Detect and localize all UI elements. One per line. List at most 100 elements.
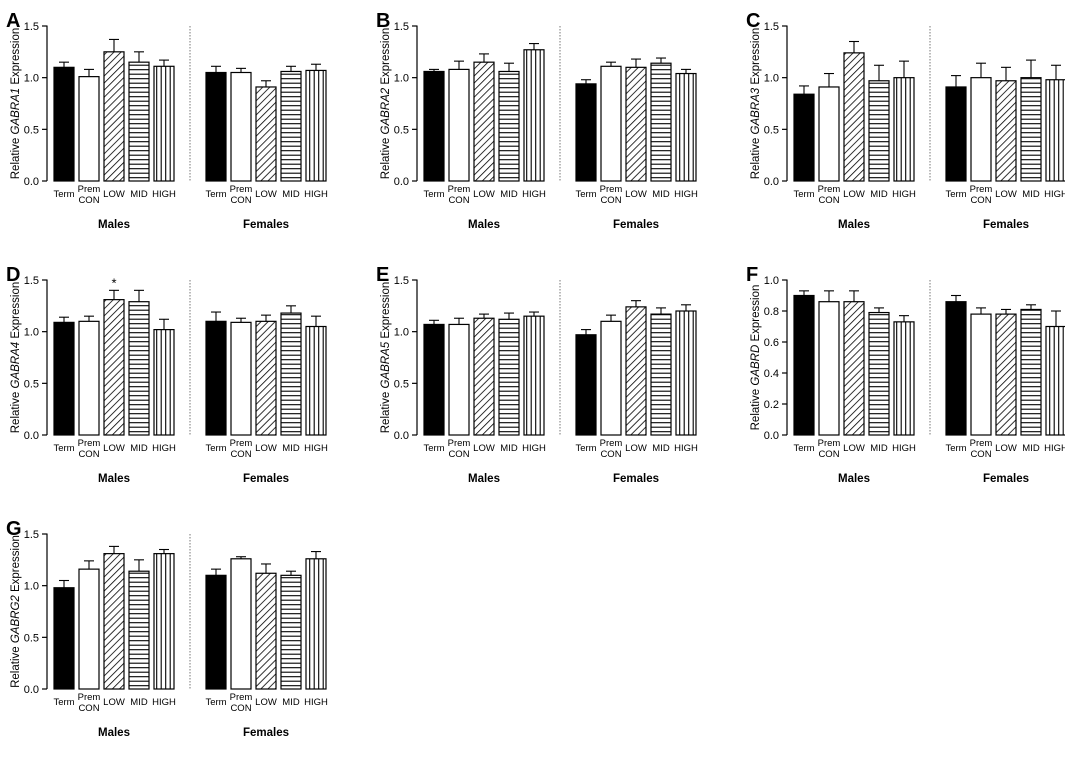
y-tick-label: 0.5	[24, 124, 39, 136]
bar	[255, 572, 277, 690]
bar	[448, 323, 470, 436]
bar	[230, 321, 252, 436]
bar	[575, 83, 597, 182]
x-tick-label: Term	[205, 697, 226, 708]
panel-letter: B	[376, 10, 391, 32]
group-label: Females	[983, 473, 1029, 485]
bar	[523, 315, 545, 436]
x-tick-label: MID	[500, 443, 518, 454]
x-tick-label: Term	[53, 189, 74, 200]
bar	[625, 66, 647, 182]
x-tick-label: Prem CON	[78, 438, 101, 460]
bar	[230, 71, 252, 182]
x-tick-label-line: CON	[448, 449, 469, 460]
x-tick-label: Term	[793, 443, 814, 454]
x-tick-label: HIGH	[674, 443, 698, 454]
bar	[1045, 325, 1065, 436]
group-label: Females	[613, 473, 659, 485]
x-tick-label: Prem CON	[78, 184, 101, 206]
bar	[868, 80, 890, 182]
x-tick-label: Prem CON	[600, 184, 623, 206]
y-axis-title: Relative GABRA2 Expression	[380, 28, 392, 180]
y-tick-label: 1.5	[24, 529, 39, 541]
x-tick-label: HIGH	[152, 697, 176, 708]
x-tick-label: Prem CON	[230, 692, 253, 714]
x-tick-label-line: CON	[230, 195, 251, 206]
bar	[280, 70, 302, 182]
panel-letter: F	[746, 264, 759, 286]
x-tick-label: HIGH	[304, 189, 328, 200]
x-tick-label: HIGH	[304, 443, 328, 454]
x-tick-label: Prem CON	[600, 438, 623, 460]
x-tick-label: Prem CON	[448, 184, 471, 206]
group-label: Males	[98, 727, 130, 739]
bar	[205, 320, 227, 436]
bar	[498, 318, 520, 436]
y-tick-label: 0.0	[24, 684, 39, 696]
y-axis-title: Relative GABRA4 Expression	[10, 282, 22, 434]
bar	[893, 77, 915, 182]
y-tick-label: 0.0	[394, 430, 409, 442]
y-axis-title-prefix: Relative	[10, 135, 22, 180]
x-tick-label: MID	[130, 189, 148, 200]
y-tick-label: 1.0	[24, 327, 39, 339]
bar	[103, 51, 125, 182]
bar	[818, 86, 840, 182]
x-tick-label: MID	[282, 189, 300, 200]
x-tick-label: MID	[282, 697, 300, 708]
bar	[793, 93, 815, 182]
x-tick-label: Prem CON	[230, 184, 253, 206]
bar	[868, 311, 890, 436]
bar	[1045, 79, 1065, 182]
y-axis-title: Relative GABRA1 Expression	[10, 28, 22, 180]
panel-letter: C	[746, 10, 761, 32]
bar	[970, 77, 992, 182]
bar	[53, 587, 75, 690]
bar	[843, 52, 865, 182]
bar	[255, 320, 277, 436]
bar	[230, 558, 252, 690]
x-tick-label: HIGH	[522, 443, 546, 454]
x-tick-label: MID	[870, 443, 888, 454]
bar	[793, 294, 815, 436]
bar	[448, 68, 470, 182]
x-tick-label-line: CON	[230, 703, 251, 714]
bar	[945, 301, 967, 436]
x-tick-label: HIGH	[1044, 443, 1065, 454]
x-tick-label: Term	[793, 189, 814, 200]
group-label: Males	[838, 219, 870, 231]
x-tick-label-line: Prem	[970, 184, 993, 195]
x-tick-label-line: Prem	[78, 692, 101, 703]
bar	[78, 568, 100, 690]
figure: A 0.0 0.5 1.0 1.5 Relative GABRA1 Expression…	[6, 10, 1065, 739]
y-tick-label: 0.0	[394, 176, 409, 188]
y-tick-label: 1.0	[24, 581, 39, 593]
x-tick-label: Prem CON	[230, 438, 253, 460]
group-label: Males	[838, 473, 870, 485]
x-tick-label: LOW	[103, 697, 125, 708]
x-tick-label: Prem CON	[818, 184, 841, 206]
group-label: Females	[243, 727, 289, 739]
group-label: Males	[98, 219, 130, 231]
y-tick-label: 1.0	[394, 327, 409, 339]
x-tick-label-line: CON	[818, 449, 839, 460]
x-tick-label: LOW	[103, 189, 125, 200]
x-tick-label-line: Prem	[230, 438, 253, 449]
x-tick-label: Term	[423, 189, 444, 200]
y-tick-label: 0.5	[24, 632, 39, 644]
bar	[305, 69, 327, 182]
x-tick-label: LOW	[843, 443, 865, 454]
x-tick-label: HIGH	[1044, 189, 1065, 200]
y-axis-title-suffix: Expression	[10, 28, 22, 88]
x-tick-label: MID	[130, 697, 148, 708]
bar	[600, 320, 622, 436]
bar	[473, 317, 495, 436]
panel-letter: D	[6, 264, 21, 286]
bar	[153, 328, 175, 436]
bar	[153, 553, 175, 690]
x-tick-label-line: CON	[600, 449, 621, 460]
